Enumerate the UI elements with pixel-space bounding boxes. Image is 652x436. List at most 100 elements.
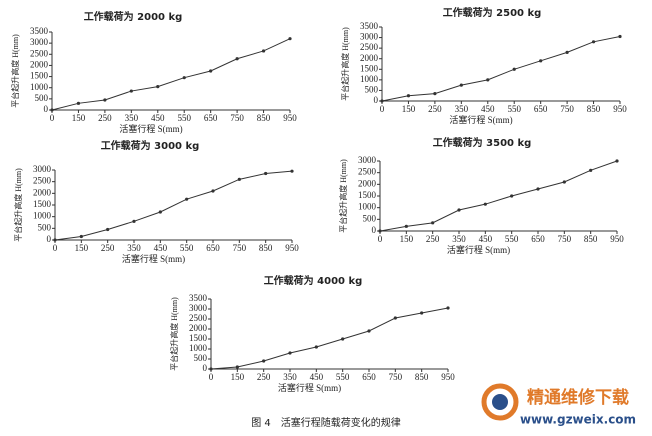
x-tick-label: 250 xyxy=(426,234,440,244)
x-tick-label: 0 xyxy=(378,234,383,244)
x-tick-label: 650 xyxy=(362,372,376,382)
x-axis-label: 活塞行程 S(mm) xyxy=(278,382,341,393)
y-tick-label: 0 xyxy=(47,234,52,244)
y-tick-label: 1500 xyxy=(33,199,52,209)
x-tick-label: 150 xyxy=(231,372,245,382)
x-tick-label: 450 xyxy=(154,243,168,253)
data-point xyxy=(615,159,619,163)
data-point xyxy=(129,89,133,93)
y-tick-label: 500 xyxy=(194,353,208,363)
data-point xyxy=(158,210,162,214)
y-tick-label: 1000 xyxy=(360,74,379,84)
y-tick-label: 1500 xyxy=(189,333,208,343)
y-tick-label: 500 xyxy=(35,93,49,103)
x-axis-label: 活塞行程 S(mm) xyxy=(447,244,510,255)
y-tick-label: 1500 xyxy=(360,63,379,73)
y-tick-label: 2500 xyxy=(30,48,49,58)
data-point xyxy=(486,78,490,82)
data-line xyxy=(54,170,293,241)
x-tick-label: 750 xyxy=(560,104,574,114)
x-tick-label: 0 xyxy=(380,104,385,114)
y-tick-label: 500 xyxy=(365,84,379,94)
x-tick-label: 250 xyxy=(257,372,271,382)
data-point xyxy=(420,311,424,315)
y-tick-label: 2000 xyxy=(30,59,49,69)
x-tick-label: 350 xyxy=(125,113,139,123)
x-axis-label: 活塞行程 S(mm) xyxy=(119,123,182,134)
y-tick-label: 2000 xyxy=(189,323,208,333)
x-tick-label: 750 xyxy=(233,243,247,253)
data-point xyxy=(106,227,110,232)
data-point xyxy=(261,49,266,53)
data-line xyxy=(381,36,621,102)
data-point xyxy=(53,238,57,242)
data-point xyxy=(378,229,382,233)
data-point xyxy=(262,359,266,363)
x-tick-label: 150 xyxy=(400,234,414,244)
x-tick-label: 850 xyxy=(259,243,273,253)
data-point xyxy=(380,99,384,103)
chart-title: 工作载荷为 2000 kg xyxy=(84,10,183,23)
data-point xyxy=(235,365,239,369)
x-tick-label: 650 xyxy=(204,113,218,123)
x-tick-label: 450 xyxy=(151,113,165,123)
x-tick-label: 0 xyxy=(53,243,58,253)
y-tick-label: 1000 xyxy=(30,82,49,92)
data-line xyxy=(210,307,449,370)
y-tick-label: 1500 xyxy=(30,71,49,81)
data-point xyxy=(341,337,345,341)
x-axis-label: 活塞行程 S(mm) xyxy=(449,114,512,125)
chart-title: 工作载荷为 3500 kg xyxy=(433,136,532,149)
y-tick-label: 3000 xyxy=(189,303,208,313)
x-tick-label: 750 xyxy=(230,113,244,123)
x-tick-label: 550 xyxy=(180,243,194,253)
y-axis-label: 平台起升高度 H(mm) xyxy=(169,297,179,371)
x-tick-label: 850 xyxy=(587,104,601,114)
data-point xyxy=(565,50,569,54)
y-tick-label: 0 xyxy=(203,363,208,373)
data-point xyxy=(185,197,189,201)
logo-center xyxy=(492,394,508,410)
data-point xyxy=(618,34,622,39)
x-tick-label: 650 xyxy=(534,104,548,114)
x-axis-label: 活塞行程 S(mm) xyxy=(122,253,185,264)
data-point xyxy=(237,177,241,181)
x-tick-label: 350 xyxy=(283,372,297,382)
x-tick-label: 250 xyxy=(428,104,442,114)
x-tick-label: 950 xyxy=(285,243,299,253)
x-tick-label: 650 xyxy=(531,234,545,244)
x-tick-label: 950 xyxy=(441,372,455,382)
data-point xyxy=(431,221,435,225)
data-line xyxy=(51,38,291,111)
caption: 图 4 活塞行程随载荷变化的规律 xyxy=(251,416,401,429)
x-tick-label: 350 xyxy=(455,104,469,114)
chart-title: 工作载荷为 2500 kg xyxy=(443,6,542,19)
data-point xyxy=(235,57,239,61)
data-point xyxy=(156,85,160,89)
x-tick-label: 950 xyxy=(613,104,627,114)
x-tick-label: 550 xyxy=(507,104,521,114)
chart-title: 工作载荷为 4000 kg xyxy=(264,274,363,287)
watermark-url: www.gzweix.com xyxy=(520,413,636,427)
data-point xyxy=(314,345,318,349)
x-tick-label: 450 xyxy=(479,234,493,244)
data-line xyxy=(379,160,618,232)
y-tick-label: 0 xyxy=(372,225,377,235)
x-tick-label: 0 xyxy=(50,113,55,123)
x-tick-label: 950 xyxy=(283,113,297,123)
data-point xyxy=(512,67,516,71)
y-tick-label: 2500 xyxy=(360,42,379,52)
x-tick-label: 950 xyxy=(610,234,624,244)
data-point xyxy=(589,168,593,172)
data-point xyxy=(288,37,292,41)
y-tick-label: 3500 xyxy=(360,21,379,31)
x-tick-label: 850 xyxy=(584,234,598,244)
x-tick-label: 450 xyxy=(310,372,324,382)
x-tick-label: 350 xyxy=(127,243,141,253)
y-tick-label: 2500 xyxy=(358,167,377,177)
data-point xyxy=(103,98,107,102)
y-tick-label: 2000 xyxy=(33,187,52,197)
data-point xyxy=(459,83,463,87)
chart-title: 工作载荷为 3000 kg xyxy=(101,139,200,152)
